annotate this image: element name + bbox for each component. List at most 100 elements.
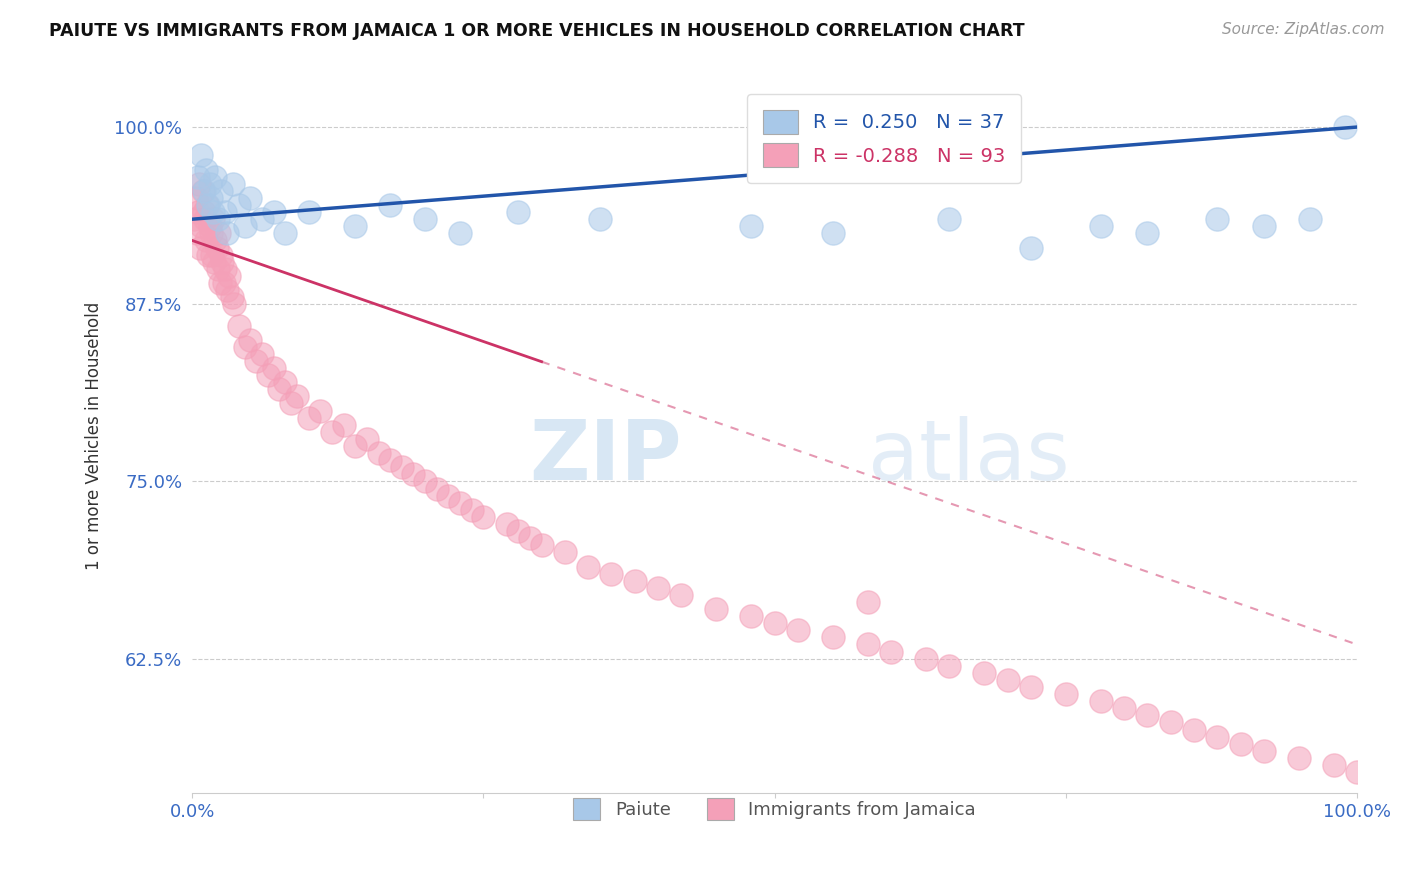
Point	[209, 247, 232, 261]
Point	[426, 482, 449, 496]
Point	[413, 475, 436, 489]
Point	[217, 227, 239, 241]
Text: PAIUTE VS IMMIGRANTS FROM JAMAICA 1 OR MORE VEHICLES IN HOUSEHOLD CORRELATION CH: PAIUTE VS IMMIGRANTS FROM JAMAICA 1 OR M…	[49, 22, 1025, 40]
Legend: Paiute, Immigrants from Jamaica: Paiute, Immigrants from Jamaica	[558, 783, 990, 834]
Point	[437, 489, 460, 503]
Point	[239, 333, 262, 347]
Point	[190, 148, 212, 162]
Point	[378, 453, 401, 467]
Point	[1019, 241, 1042, 255]
Point	[1182, 723, 1205, 737]
Point	[222, 177, 245, 191]
Text: ZIP: ZIP	[529, 417, 682, 498]
Point	[233, 340, 256, 354]
Point	[207, 261, 229, 276]
Point	[938, 212, 960, 227]
Point	[200, 227, 222, 241]
Point	[856, 638, 879, 652]
Point	[195, 198, 218, 212]
Point	[280, 396, 302, 410]
Text: Source: ZipAtlas.com: Source: ZipAtlas.com	[1222, 22, 1385, 37]
Point	[740, 609, 762, 624]
Point	[191, 184, 214, 198]
Point	[356, 432, 378, 446]
Point	[202, 205, 225, 219]
Point	[821, 227, 844, 241]
Point	[214, 261, 236, 276]
Point	[589, 212, 612, 227]
Point	[915, 651, 938, 665]
Point	[647, 581, 669, 595]
Point	[508, 524, 530, 538]
Point	[332, 417, 354, 432]
Point	[263, 205, 285, 219]
Point	[221, 290, 243, 304]
Point	[1206, 730, 1229, 744]
Point	[187, 205, 209, 219]
Point	[623, 574, 645, 588]
Point	[671, 588, 693, 602]
Point	[184, 191, 207, 205]
Point	[973, 665, 995, 680]
Point	[1054, 687, 1077, 701]
Point	[183, 212, 205, 227]
Point	[214, 205, 236, 219]
Point	[209, 276, 232, 290]
Point	[880, 644, 903, 658]
Point	[190, 219, 212, 234]
Point	[1253, 219, 1275, 234]
Point	[188, 241, 211, 255]
Point	[600, 566, 623, 581]
Point	[508, 205, 530, 219]
Point	[740, 219, 762, 234]
Point	[208, 227, 231, 241]
Point	[298, 205, 321, 219]
Point	[449, 496, 471, 510]
Point	[263, 361, 285, 376]
Point	[274, 227, 297, 241]
Point	[391, 460, 413, 475]
Point	[193, 184, 215, 198]
Point	[1136, 227, 1159, 241]
Point	[1346, 765, 1368, 780]
Point	[298, 410, 321, 425]
Point	[1019, 680, 1042, 694]
Point	[186, 227, 208, 241]
Point	[188, 177, 211, 191]
Point	[218, 268, 240, 283]
Point	[821, 631, 844, 645]
Point	[245, 354, 267, 368]
Point	[1090, 694, 1112, 708]
Point	[197, 198, 219, 212]
Point	[378, 198, 401, 212]
Point	[1160, 715, 1182, 730]
Point	[269, 382, 291, 396]
Point	[576, 559, 599, 574]
Point	[449, 227, 471, 241]
Point	[321, 425, 343, 439]
Point	[1253, 744, 1275, 758]
Point	[233, 219, 256, 234]
Point	[209, 184, 232, 198]
Point	[228, 318, 250, 333]
Point	[704, 602, 727, 616]
Point	[530, 538, 553, 552]
Text: atlas: atlas	[868, 417, 1070, 498]
Point	[195, 234, 218, 248]
Y-axis label: 1 or more Vehicles in Household: 1 or more Vehicles in Household	[86, 301, 103, 569]
Point	[194, 212, 217, 227]
Point	[187, 169, 209, 184]
Point	[198, 219, 221, 234]
Point	[763, 616, 786, 631]
Point	[202, 212, 225, 227]
Point	[1229, 737, 1251, 751]
Point	[1206, 212, 1229, 227]
Point	[367, 446, 389, 460]
Point	[938, 658, 960, 673]
Point	[200, 191, 222, 205]
Point	[257, 368, 280, 383]
Point	[222, 297, 245, 311]
Point	[204, 169, 226, 184]
Point	[309, 403, 332, 417]
Point	[228, 198, 250, 212]
